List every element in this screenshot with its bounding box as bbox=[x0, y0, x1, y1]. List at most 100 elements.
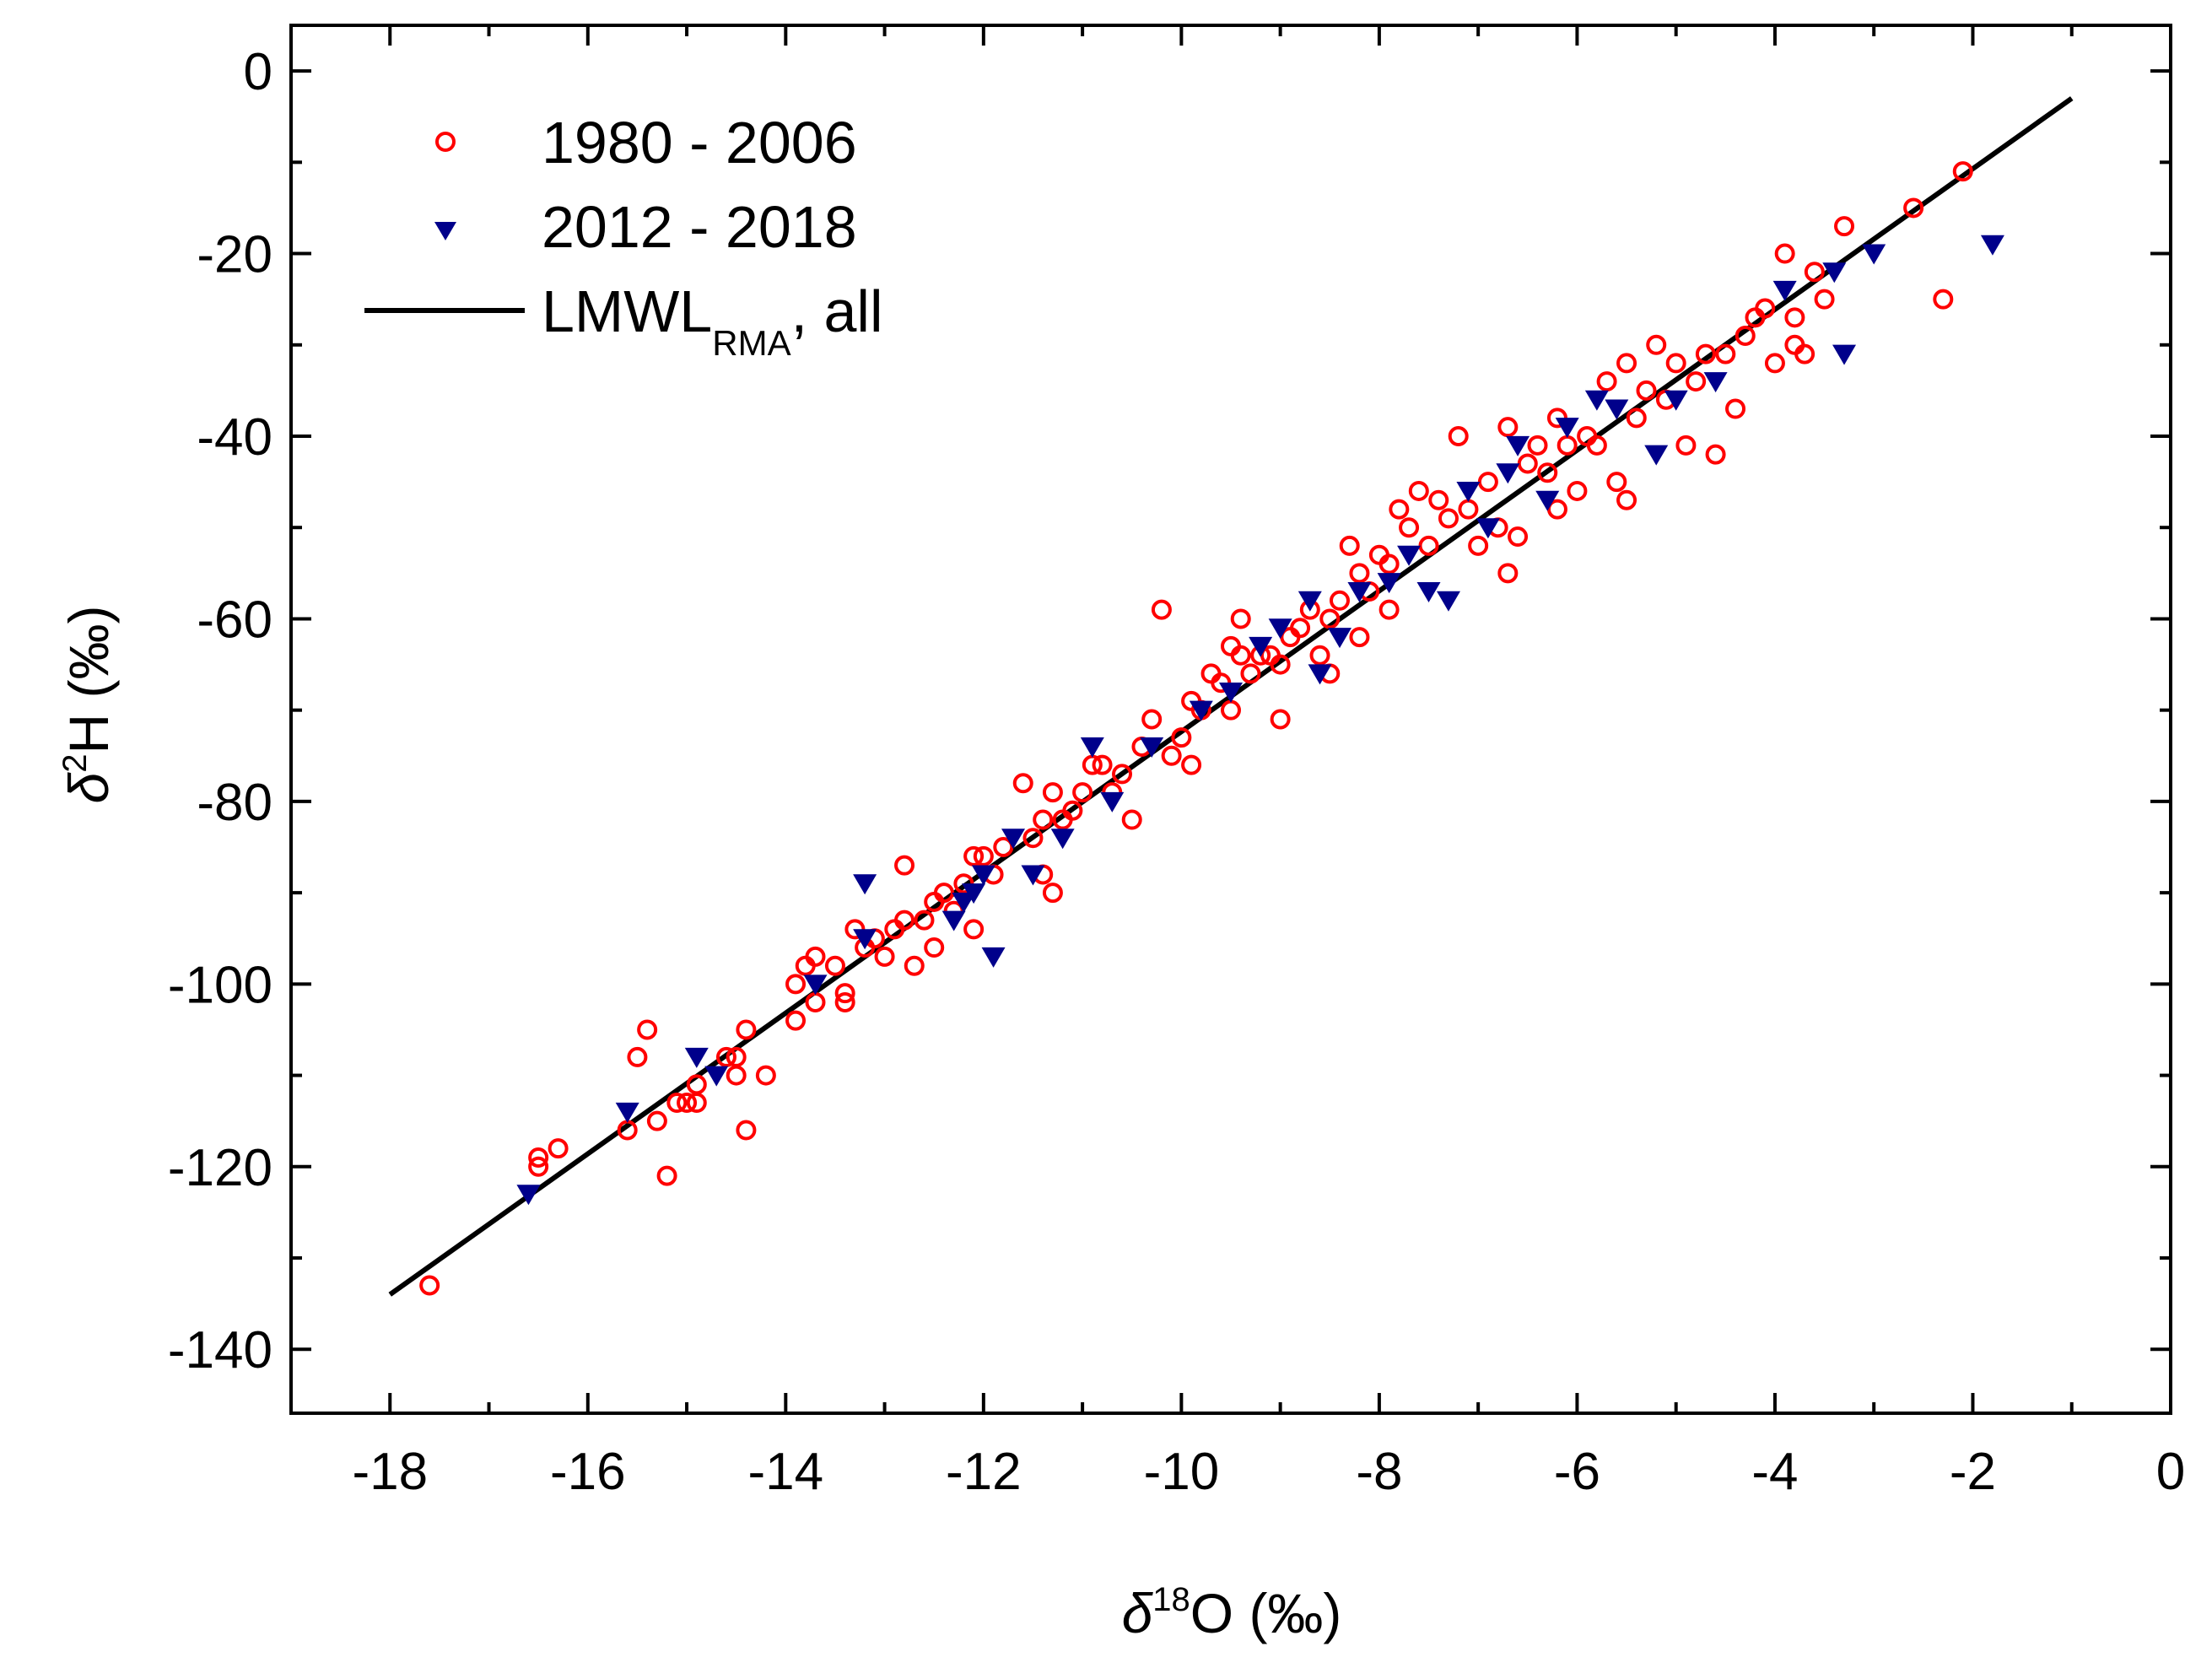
data-point-1980-2006 bbox=[1378, 599, 1400, 620]
data-point-1980-2006 bbox=[1675, 435, 1697, 456]
legend-lmwl-sub: RMA bbox=[712, 323, 790, 363]
data-point-1980-2006 bbox=[924, 937, 945, 958]
data-point-1980-2006 bbox=[1458, 499, 1479, 520]
data-point-1980-2006 bbox=[914, 910, 935, 931]
data-point-2012-2018 bbox=[1219, 683, 1243, 704]
data-point-1980-2006 bbox=[1556, 435, 1578, 456]
data-point-1980-2006 bbox=[1290, 618, 1311, 639]
y-axis: 0 -20 -40 -60 -80 -100 -120 -140 bbox=[168, 43, 2171, 1379]
x-axis-title-sup: 18 bbox=[1152, 1581, 1190, 1618]
x-axis-title: δ18O (‰) bbox=[1122, 1581, 1342, 1644]
data-point-2012-2018 bbox=[1249, 636, 1273, 657]
data-point-2012-2018 bbox=[1584, 390, 1609, 411]
data-point-1980-2006 bbox=[1418, 535, 1439, 556]
x-axis-title-delta: δ bbox=[1122, 1582, 1154, 1644]
legend-triangle-marker bbox=[434, 222, 456, 240]
data-point-2012-2018 bbox=[1703, 372, 1728, 393]
data-point-2012-2018 bbox=[684, 1047, 709, 1068]
data-point-1980-2006 bbox=[1389, 499, 1410, 520]
data-point-2012-2018 bbox=[704, 1066, 729, 1087]
data-point-1980-2006 bbox=[1408, 480, 1429, 501]
data-point-1980-2006 bbox=[785, 1010, 807, 1031]
data-point-1980-2006 bbox=[1606, 472, 1627, 493]
data-point-1980-2006 bbox=[894, 910, 915, 931]
data-point-1980-2006 bbox=[1378, 553, 1400, 575]
data-point-1980-2006 bbox=[1171, 727, 1192, 748]
data-point-2012-2018 bbox=[1021, 865, 1045, 886]
x-axis: -18 -16 -14 -12 -10 -8 -6 -4 -2 0 bbox=[352, 25, 2185, 1501]
data-point-2012-2018 bbox=[1644, 445, 1669, 466]
data-point-1980-2006 bbox=[1497, 417, 1519, 438]
data-point-1980-2006 bbox=[1033, 809, 1054, 830]
data-point-1980-2006 bbox=[1230, 608, 1251, 629]
data-point-1980-2006 bbox=[904, 955, 925, 976]
data-point-1980-2006 bbox=[1349, 627, 1370, 648]
data-point-2012-2018 bbox=[1832, 344, 1857, 365]
data-point-2012-2018 bbox=[516, 1185, 541, 1206]
data-point-2012-2018 bbox=[1308, 664, 1332, 685]
data-point-1980-2006 bbox=[1221, 699, 1241, 721]
data-point-2012-2018 bbox=[1298, 591, 1322, 612]
data-point-1980-2006 bbox=[1012, 773, 1033, 794]
data-point-1980-2006 bbox=[1804, 262, 1825, 283]
data-point-2012-2018 bbox=[1862, 244, 1886, 265]
data-point-1980-2006 bbox=[1022, 828, 1044, 849]
x-tick-label: 0 bbox=[2156, 1443, 2185, 1501]
data-point-2012-2018 bbox=[1436, 591, 1460, 612]
data-point-1980-2006 bbox=[726, 1065, 747, 1086]
data-point-1980-2006 bbox=[1112, 764, 1133, 785]
data-point-2012-2018 bbox=[1506, 435, 1530, 456]
data-point-1980-2006 bbox=[1092, 754, 1113, 775]
data-point-1980-2006 bbox=[1438, 508, 1459, 529]
data-point-1980-2006 bbox=[1952, 161, 1973, 182]
y-tick-label: -80 bbox=[197, 774, 272, 832]
data-point-1980-2006 bbox=[1329, 590, 1350, 611]
data-point-1980-2006 bbox=[677, 1093, 698, 1114]
data-point-1980-2006 bbox=[785, 974, 807, 995]
data-point-1980-2006 bbox=[1508, 526, 1529, 548]
data-point-1980-2006 bbox=[1695, 343, 1716, 364]
data-point-1980-2006 bbox=[736, 1120, 757, 1141]
data-point-1980-2006 bbox=[1686, 371, 1707, 392]
data-point-1980-2006 bbox=[548, 1138, 569, 1159]
data-point-2012-2018 bbox=[1140, 737, 1164, 758]
data-point-1980-2006 bbox=[824, 955, 845, 976]
data-point-1980-2006 bbox=[656, 1165, 677, 1186]
data-point-1980-2006 bbox=[1448, 426, 1469, 447]
data-point-1980-2006 bbox=[666, 1093, 688, 1114]
x-axis-title-rest: O (‰) bbox=[1190, 1582, 1342, 1644]
data-point-1980-2006 bbox=[637, 1019, 658, 1040]
data-point-1980-2006 bbox=[1042, 782, 1063, 803]
data-point-1980-2006 bbox=[755, 1065, 776, 1086]
data-point-2012-2018 bbox=[971, 865, 995, 886]
data-point-1980-2006 bbox=[1527, 435, 1548, 456]
data-point-1980-2006 bbox=[1270, 709, 1291, 730]
data-point-1980-2006 bbox=[1705, 444, 1726, 465]
data-point-1980-2006 bbox=[1586, 435, 1607, 456]
data-point-1980-2006 bbox=[894, 855, 915, 876]
data-point-1980-2006 bbox=[627, 1046, 648, 1067]
data-point-1980-2006 bbox=[1596, 371, 1617, 392]
data-point-2012-2018 bbox=[1397, 545, 1422, 566]
data-point-1980-2006 bbox=[993, 837, 1014, 858]
data-point-1980-2006 bbox=[1497, 563, 1519, 584]
data-point-2012-2018 bbox=[1416, 581, 1441, 602]
data-point-1980-2006 bbox=[1537, 462, 1558, 483]
data-point-2012-2018 bbox=[1347, 581, 1372, 602]
y-tick-label: -60 bbox=[197, 591, 272, 649]
y-axis-title-delta: δ bbox=[57, 771, 120, 803]
y-axis-title-rest: H (‰) bbox=[57, 606, 120, 754]
data-point-1980-2006 bbox=[1042, 883, 1063, 904]
y-tick-label: -120 bbox=[168, 1139, 272, 1197]
data-point-1980-2006 bbox=[1468, 535, 1489, 556]
data-point-2012-2018 bbox=[1822, 262, 1847, 283]
data-point-2012-2018 bbox=[952, 892, 976, 913]
data-point-2012-2018 bbox=[1535, 490, 1560, 511]
data-point-2012-2018 bbox=[1555, 418, 1579, 439]
data-point-1980-2006 bbox=[528, 1156, 549, 1177]
data-point-1980-2006 bbox=[1646, 334, 1667, 355]
x-tick-label: -16 bbox=[550, 1443, 626, 1501]
data-point-1980-2006 bbox=[1755, 298, 1776, 319]
y-axis-title-sup: 2 bbox=[57, 754, 94, 773]
